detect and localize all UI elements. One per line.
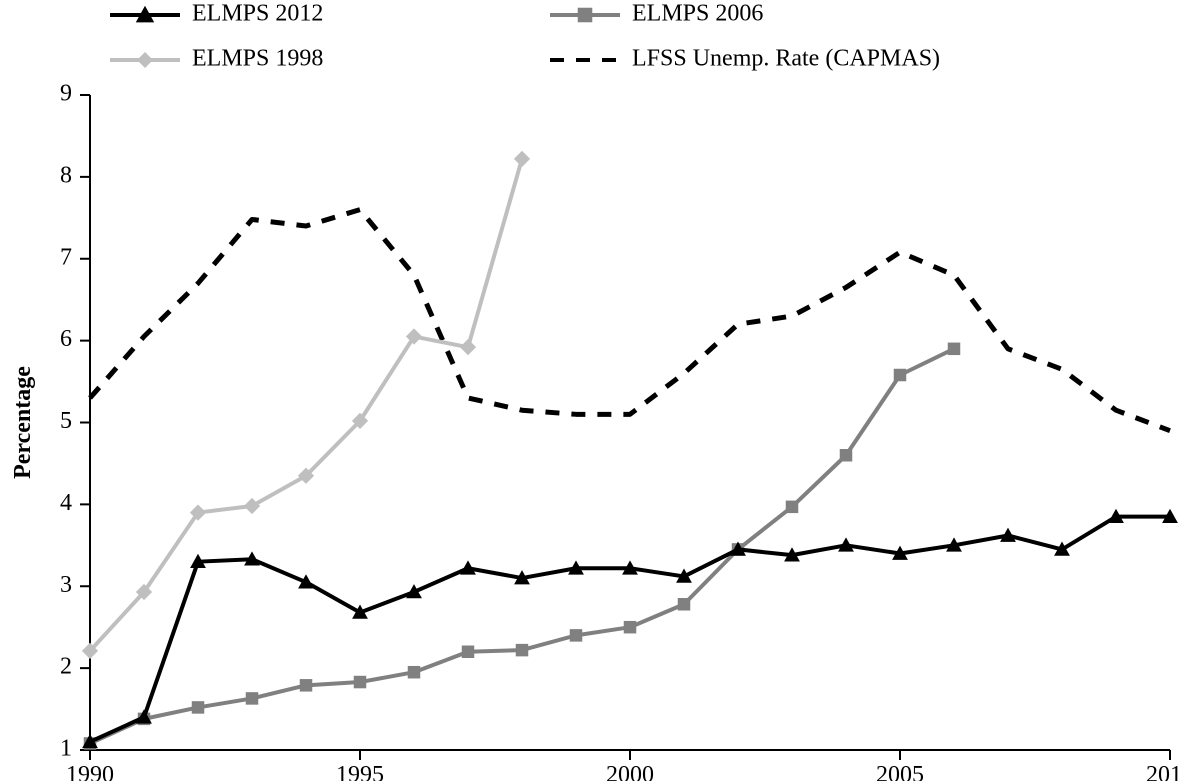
svg-text:1995: 1995 (336, 762, 384, 781)
svg-text:2000: 2000 (606, 762, 654, 781)
svg-text:1: 1 (60, 736, 72, 762)
chart-container: 1 2 3 4 5 6 7 8 9 1990 1995 2000 2005 2010 Percentage E… (0, 0, 1181, 781)
svg-text:4: 4 (60, 490, 72, 516)
svg-text:2: 2 (60, 654, 72, 680)
svg-text:1990: 1990 (66, 762, 114, 781)
svg-text:LFSS Unemp. Rate (CAPMAS): LFSS Unemp. Rate (CAPMAS) (632, 46, 940, 72)
svg-text:7: 7 (60, 244, 72, 270)
svg-text:Percentage: Percentage (10, 366, 36, 479)
svg-text:5: 5 (60, 408, 72, 434)
svg-text:6: 6 (60, 326, 72, 352)
svg-text:8: 8 (60, 162, 72, 188)
svg-text:9: 9 (60, 81, 72, 107)
svg-text:2010: 2010 (1146, 762, 1181, 781)
line-chart: 1 2 3 4 5 6 7 8 9 1990 1995 2000 2005 2010 Percentage E… (0, 0, 1181, 781)
svg-text:2005: 2005 (876, 762, 924, 781)
svg-text:ELMPS 2012: ELMPS 2012 (192, 1, 323, 27)
svg-text:3: 3 (60, 572, 72, 598)
svg-text:ELMPS 1998: ELMPS 1998 (192, 46, 323, 72)
svg-text:ELMPS 2006: ELMPS 2006 (632, 1, 763, 27)
